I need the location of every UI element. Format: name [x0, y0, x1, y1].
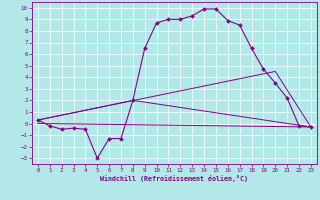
- X-axis label: Windchill (Refroidissement éolien,°C): Windchill (Refroidissement éolien,°C): [100, 175, 248, 182]
